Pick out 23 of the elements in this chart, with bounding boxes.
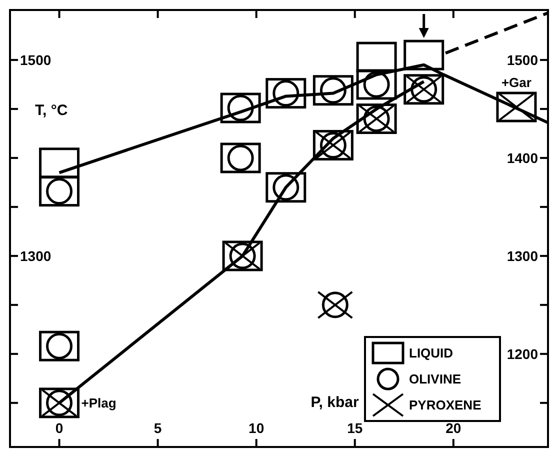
y2-tick-label: 1200 [506, 346, 538, 362]
x-tick-label: 20 [446, 420, 462, 436]
point [356, 42, 397, 72]
x-tick-label: 0 [55, 420, 64, 436]
y2-tick-label: 1300 [506, 248, 538, 264]
point [404, 40, 444, 70]
x-tick-label: 5 [154, 420, 162, 436]
annotation: +Plag [81, 395, 116, 410]
x-tick-label: 15 [347, 420, 363, 436]
y2-tick-label: 1400 [506, 150, 538, 166]
point [39, 148, 80, 178]
point [39, 330, 80, 362]
legend-label: PYROXENE [409, 398, 482, 413]
point [266, 78, 306, 109]
legend-label: OLIVINE [409, 372, 462, 387]
x-tick-label: 10 [248, 420, 264, 436]
y2-tick-label: 1500 [506, 52, 538, 68]
point [220, 92, 261, 124]
point [39, 176, 80, 207]
y-axis-title: T, °C [35, 102, 68, 119]
legend-label: LIQUID [409, 346, 454, 361]
x-axis-title: P, kbar [310, 394, 359, 411]
annotation: +Gar [501, 75, 532, 90]
